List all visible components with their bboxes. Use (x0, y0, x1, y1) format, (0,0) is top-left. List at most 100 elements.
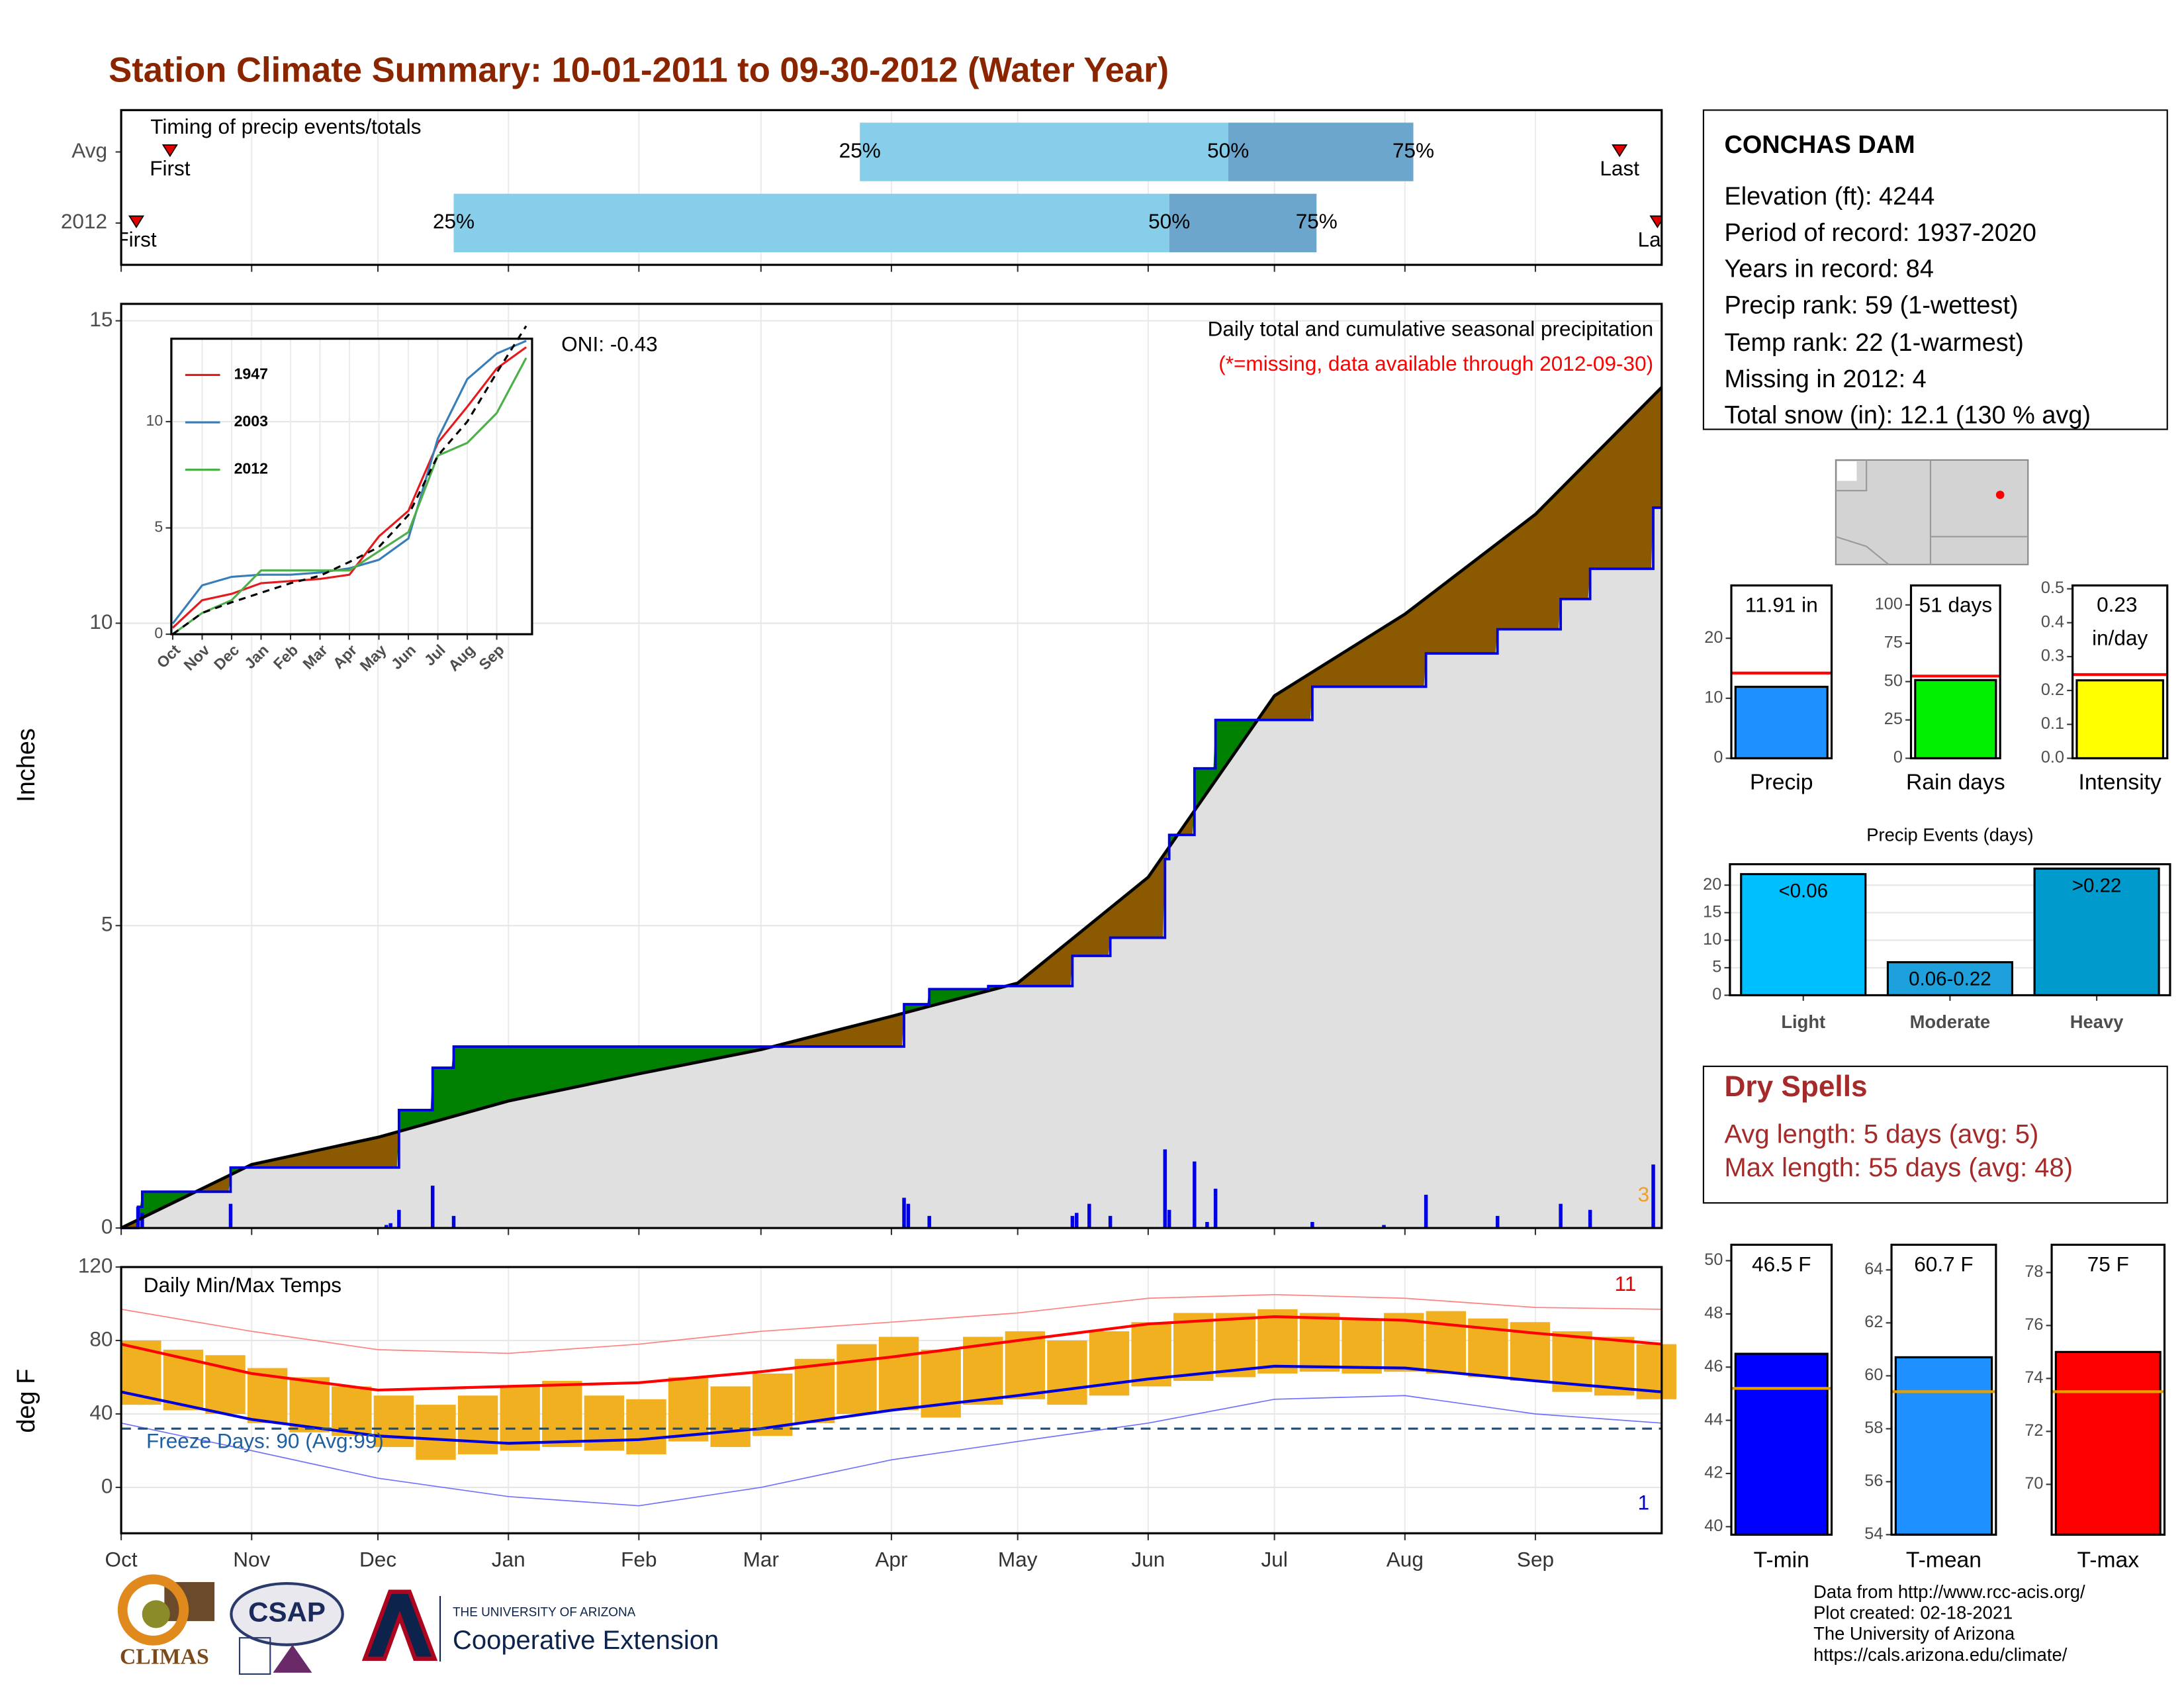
station-line: Elevation (ft): 4244 (1724, 183, 1934, 211)
value-label: <0.06 (1778, 880, 1828, 902)
event-label: First (116, 228, 157, 252)
station-line: Years in record: 84 (1724, 256, 1933, 283)
x-tick-label: Jan (492, 1548, 525, 1571)
y-tick-label: 62 (1864, 1313, 1883, 1331)
temp-line (120, 1395, 1662, 1507)
daily-precip-bar (927, 1215, 931, 1229)
y-tick-label: 40 (89, 1400, 113, 1424)
y-tick-label: 25 (1884, 710, 1903, 728)
category-label: Moderate (1910, 1011, 1991, 1032)
logo-shape (361, 1589, 438, 1661)
daily-temp-range (289, 1377, 330, 1432)
y-tick-label: 5 (101, 912, 113, 936)
plot-frame (1730, 584, 1833, 760)
value-label: 60.7 F (1914, 1252, 1973, 1276)
row-label: Avg (71, 138, 107, 162)
locator-map (1835, 459, 2029, 565)
bar (2054, 1350, 2161, 1536)
station-line: Precip rank: 59 (1-wettest) (1724, 291, 2018, 319)
category-label: T-max (2077, 1548, 2140, 1572)
record-high-count: 11 (1615, 1272, 1637, 1295)
ua-logo: THE UNIVERSITY OF ARIZONA Cooperative Ex… (361, 1589, 719, 1662)
missing-note: (*=missing, data available through 2012-… (1218, 352, 1653, 375)
x-tick-label: Dec (359, 1548, 396, 1571)
daily-precip-bar (1205, 1221, 1209, 1229)
category-label: Intensity (2079, 770, 2162, 794)
daily-precip-bar (1193, 1161, 1197, 1229)
base-area (121, 507, 1662, 1229)
x-tick-label: Nov (233, 1548, 270, 1571)
event-marker (1612, 144, 1628, 158)
category-label: T-mean (1906, 1548, 1981, 1572)
y-tick-label: 0 (1713, 748, 1723, 767)
logo-shape (238, 1637, 271, 1675)
daily-temp-range (416, 1405, 456, 1460)
daily-temp-range (1047, 1340, 1087, 1405)
csap-text: CSAP (248, 1597, 326, 1628)
daily-temp-range (837, 1344, 877, 1414)
y-tick-label: 0.1 (2041, 714, 2064, 733)
observed-line (121, 506, 1662, 1230)
y-tick-label: 10 (1704, 688, 1723, 707)
footer-line: Data from http://www.rcc-acis.org/ (1813, 1581, 2085, 1602)
y-tick-label: 40 (1704, 1517, 1723, 1535)
station-line: Total snow (in): 12.1 (130 % avg) (1724, 402, 2091, 430)
y-tick-label: 10 (89, 610, 113, 633)
y-tick-label: 54 (1864, 1524, 1883, 1543)
timing-rows: 25% 50% 75% First Last 25% 50% 75% First Last (116, 122, 1678, 253)
daily-precip-bar (228, 1203, 233, 1229)
value-label: 0.06-0.22 (1909, 968, 1991, 990)
freeze-label: Freeze Days: 90 (Avg:99) (146, 1429, 384, 1453)
record-low-count: 1 (1638, 1490, 1650, 1514)
dry-spells-line: Max length: 55 days (avg: 48) (1724, 1153, 2073, 1182)
y-tick-label: 0.2 (2041, 680, 2064, 699)
x-tick-label: Aug (1387, 1548, 1424, 1571)
y-tick-label: 42 (1704, 1464, 1723, 1482)
y-tick-label: 120 (78, 1253, 113, 1277)
temp-line (120, 1315, 1662, 1392)
y-tick-label: 15 (89, 307, 113, 331)
daily-temp-range (794, 1358, 835, 1423)
y-tick-label: 46 (1704, 1357, 1723, 1376)
map-water (1837, 461, 1857, 481)
daily-temp-range (626, 1399, 666, 1454)
quantile-bar (860, 122, 1228, 181)
event-marker (128, 215, 145, 228)
chart-title: Precip Events (days) (1866, 825, 2033, 845)
category-label: Precip (1750, 770, 1813, 794)
footer-line: https://cals.arizona.edu/climate/ (1813, 1644, 2068, 1665)
daily-precip-bar (902, 1197, 906, 1229)
value-label: 51 days (1919, 592, 1993, 616)
daily-temp-range (1257, 1309, 1298, 1374)
station-line: Missing in 2012: 4 (1724, 365, 1926, 393)
bar (1734, 685, 1829, 760)
y-tick-label: 20 (1703, 875, 1721, 894)
y-tick-label: 0.3 (2041, 647, 2064, 665)
y-axis-label: deg F (13, 1369, 40, 1433)
x-tick-label: Jun (1131, 1548, 1165, 1571)
daily-temp-range (542, 1381, 582, 1447)
event-label: Last (1638, 228, 1678, 252)
average-line (120, 386, 1663, 1230)
daily-temp-range (1342, 1318, 1382, 1374)
temp-line (120, 1293, 1662, 1354)
y-tick-label: 56 (1864, 1472, 1883, 1490)
daily-precip-bar (1070, 1215, 1075, 1229)
quantile-label: 50% (1207, 138, 1249, 162)
y-tick-label: 78 (2025, 1262, 2043, 1281)
value-label: >0.22 (2072, 874, 2122, 896)
logo-shape (230, 1581, 344, 1646)
x-tick-label: Feb (621, 1548, 657, 1571)
ua-small-text: THE UNIVERSITY OF ARIZONA (453, 1605, 636, 1619)
bar (1894, 1356, 1993, 1536)
y-tick-label: 50 (1704, 1250, 1723, 1269)
daily-precip-bar (1559, 1203, 1563, 1229)
dry-spells-panel (1702, 1065, 2168, 1204)
x-tick-label: May (998, 1548, 1038, 1571)
map-border (1835, 536, 1889, 565)
quantile-bar (1228, 122, 1414, 181)
quantile-label: 50% (1148, 209, 1190, 233)
y-tick-label: 75 (1884, 633, 1903, 651)
plot-frame (1730, 1243, 1833, 1536)
